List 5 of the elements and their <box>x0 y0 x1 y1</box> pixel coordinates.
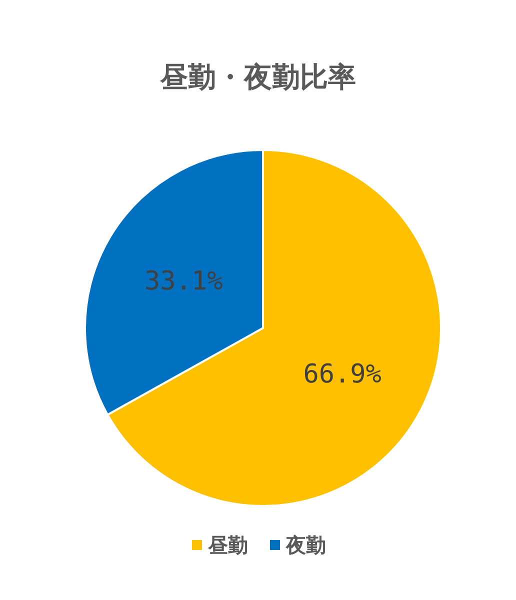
legend-label: 昼勤 <box>207 533 248 557</box>
legend-label: 夜勤 <box>285 533 326 557</box>
data-label: 66.9% <box>303 360 382 390</box>
data-label: 33.1% <box>144 266 224 296</box>
chart-title: 昼勤・夜勤比率 <box>159 60 356 94</box>
